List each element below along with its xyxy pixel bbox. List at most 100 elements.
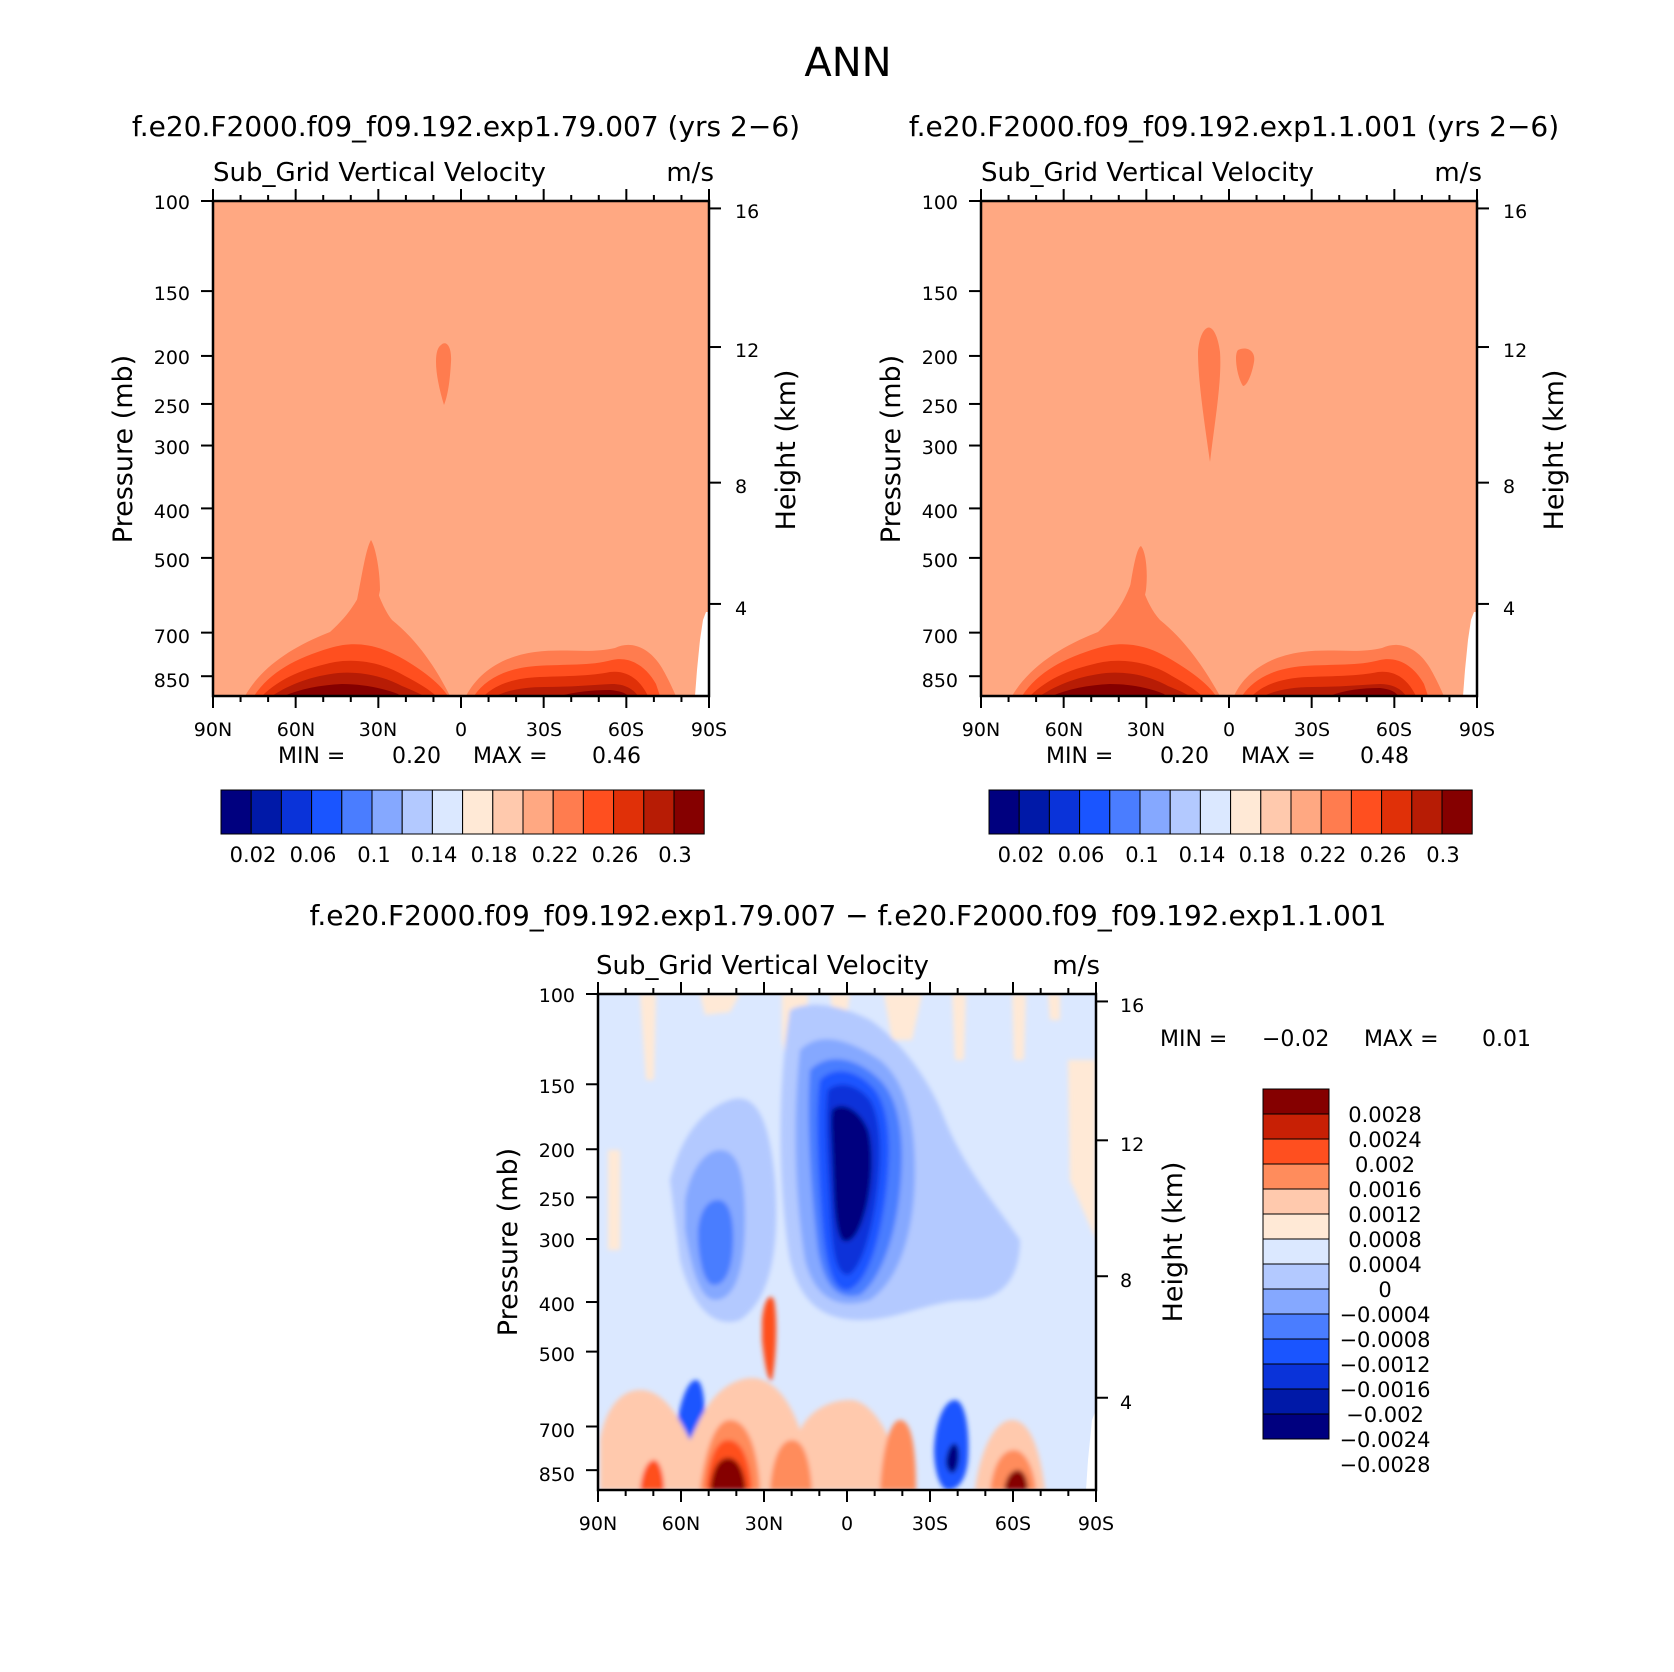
y2-tick-label: 8 <box>735 476 747 498</box>
colorbar-box <box>1262 1338 1330 1365</box>
field-name: Sub_Grid Vertical Velocity <box>981 158 1314 188</box>
x-tick-label: 30N <box>745 1513 783 1535</box>
field-units: m/s <box>666 158 714 188</box>
colorbar-box <box>1262 1363 1330 1390</box>
colorbar-box <box>1260 789 1292 835</box>
colorbar-box <box>1262 1138 1330 1165</box>
y-tick-label: 300 <box>154 437 190 459</box>
colorbar-box <box>1262 1113 1330 1140</box>
y-tick-label: 850 <box>154 670 190 692</box>
figure-title: ANN <box>804 40 891 86</box>
colorbar: 0.0028 0.0024 0.002 0.0016 0.0012 0.0008… <box>1262 1088 1431 1477</box>
y-tick-label: 300 <box>539 1230 575 1252</box>
colorbar-label: −0.0016 <box>1339 1378 1430 1402</box>
x-tick-label: 90N <box>579 1513 617 1535</box>
colorbar-box <box>220 789 252 835</box>
y-tick-label: 500 <box>922 550 958 572</box>
colorbar-box <box>1018 789 1050 835</box>
y-tick-label: 250 <box>539 1189 575 1211</box>
colorbar-box <box>492 789 524 835</box>
contour-band-0.3 <box>1330 688 1398 696</box>
field-units: m/s <box>1052 951 1100 981</box>
x-tick-label: 0 <box>841 1513 853 1535</box>
contour-field <box>981 201 1477 696</box>
contour-band-0.3 <box>560 690 628 696</box>
colorbar-box <box>1262 1213 1330 1240</box>
y-tick-label: 700 <box>922 626 958 648</box>
y-tick-label: 150 <box>154 283 190 305</box>
y-tick-label: 100 <box>922 192 958 214</box>
colorbar-box <box>1169 789 1201 835</box>
colorbar-label: −0.0004 <box>1339 1303 1430 1327</box>
colorbar-label: −0.0024 <box>1339 1428 1430 1452</box>
y2-tick-label: 12 <box>1120 1134 1144 1156</box>
colorbar-box <box>1350 789 1383 835</box>
y2-axis-label: Height (km) <box>1158 1162 1189 1323</box>
colorbar-label: 0.18 <box>471 843 518 867</box>
y-tick-label: 100 <box>154 192 190 214</box>
y2-tick-label: 4 <box>735 598 747 620</box>
colorbar-box <box>1381 789 1413 835</box>
y2-tick-label: 4 <box>1503 598 1515 620</box>
colorbar-box <box>552 789 584 835</box>
x-axis: 90N 60N 30N 0 30S 60S 90S <box>579 982 1114 1535</box>
contour-nh-low-level <box>245 540 450 696</box>
x-tick-label: 90S <box>1078 1513 1114 1535</box>
colorbar-label: 0.3 <box>658 843 691 867</box>
y-tick-label: 250 <box>922 396 958 418</box>
x-tick-label: 30S <box>1294 719 1330 741</box>
colorbar-box <box>462 789 494 835</box>
colorbar-label: 0.18 <box>1239 843 1286 867</box>
contour-plume <box>357 540 380 610</box>
colorbar-box <box>1262 1088 1330 1115</box>
colorbar-box <box>1320 789 1352 835</box>
colorbar: 0.02 0.06 0.1 0.14 0.18 0.22 0.26 0.3 <box>988 789 1473 867</box>
colorbar-box <box>1290 789 1322 835</box>
panel-difference: f.e20.F2000.f09_f09.192.exp1.79.007 − f.… <box>310 899 1531 1535</box>
y-tick-label: 150 <box>539 1076 575 1098</box>
x-tick-label: 30N <box>359 719 397 741</box>
min-label: MIN = <box>1160 1027 1227 1052</box>
x-tick-label: 90N <box>962 719 1000 741</box>
colorbar-box <box>431 789 464 835</box>
y2-tick-label: 12 <box>735 340 759 362</box>
contour-upper-blob <box>1236 348 1255 386</box>
contour-neg-0.0012 <box>698 1200 734 1285</box>
x-tick-label: 90S <box>691 719 727 741</box>
x-tick-label: 60S <box>1376 719 1412 741</box>
colorbar-box <box>1262 1163 1330 1190</box>
y2-tick-label: 16 <box>735 201 759 223</box>
x-tick-label: 60S <box>995 1513 1031 1535</box>
y-tick-label: 200 <box>539 1140 575 1162</box>
colorbar-box <box>613 789 645 835</box>
contour-pos-0.0012 <box>880 1420 916 1490</box>
max-value: 0.48 <box>1360 744 1409 769</box>
max-value: 0.46 <box>592 744 641 769</box>
contour-pos-streak <box>1012 994 1026 1060</box>
y-axis-label: Pressure (mb) <box>108 355 139 543</box>
y2-tick-label: 12 <box>1503 340 1527 362</box>
contour-pos-streak <box>1048 994 1060 1020</box>
colorbar-label: 0.02 <box>230 843 277 867</box>
colorbar-label: 0.3 <box>1426 843 1459 867</box>
contour-pos-0.0028 <box>1004 1470 1028 1490</box>
colorbar-label: 0.22 <box>1300 843 1347 867</box>
panel-experiment-79-007: f.e20.F2000.f09_f09.192.exp1.79.007 (yrs… <box>108 110 802 867</box>
contour-pos-streak <box>608 1150 620 1250</box>
x-tick-label: 60N <box>1045 719 1083 741</box>
colorbar-label: −0.0008 <box>1339 1328 1430 1352</box>
min-value: 0.20 <box>1160 744 1209 769</box>
x-tick-label: 0 <box>455 719 467 741</box>
field-units: m/s <box>1434 158 1482 188</box>
colorbar-label: −0.0028 <box>1339 1453 1430 1477</box>
y-tick-label: 200 <box>922 347 958 369</box>
min-value: 0.20 <box>392 744 441 769</box>
y-tick-label: 400 <box>539 1294 575 1316</box>
stats-line: MIN = 0.20 MAX = 0.48 <box>1046 744 1409 769</box>
y-tick-label: 700 <box>539 1420 575 1442</box>
y-tick-label: 850 <box>539 1464 575 1486</box>
x-tick-label: 60N <box>277 719 315 741</box>
contour-pos-streak <box>884 994 922 1040</box>
x-tick-label: 30S <box>526 719 562 741</box>
